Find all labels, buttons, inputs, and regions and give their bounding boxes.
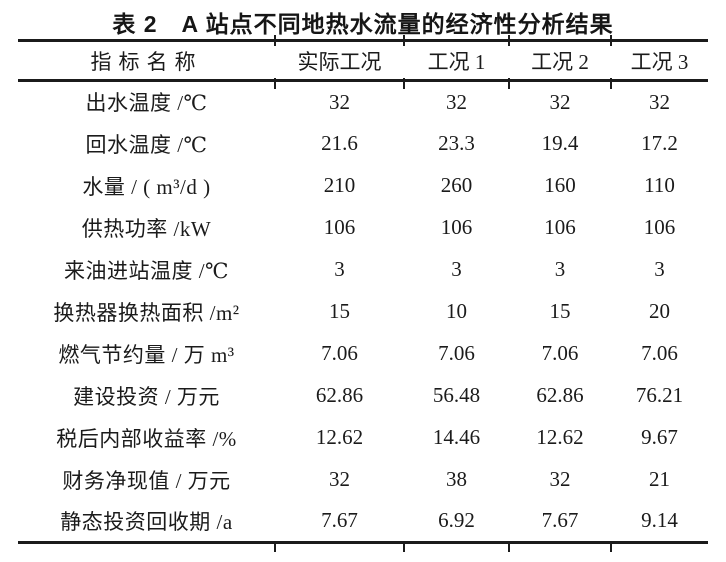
column-separator-tick — [274, 541, 276, 552]
cell: 21.6 — [321, 131, 358, 155]
row-label: 财务净现值 / 万元 — [62, 468, 231, 493]
row-label: 回水温度 /℃ — [85, 132, 208, 157]
economic-analysis-table: 指标名称 实际工况 工况 1 工况 2 工况 3 出水温度 /℃ 32 32 3… — [18, 39, 708, 544]
column-separator-tick — [403, 78, 405, 89]
cell: 14.46 — [432, 425, 481, 449]
cell: 106 — [643, 215, 676, 239]
cell: 32 — [649, 89, 670, 114]
table-row: 回水温度 /℃ 21.6 23.3 19.4 17.2 — [18, 123, 708, 165]
table-row: 换热器换热面积 /m² 15 10 15 20 — [18, 291, 708, 333]
column-separator-tick — [274, 35, 276, 46]
cell: 32 — [549, 467, 571, 491]
cell: 76.21 — [635, 383, 684, 407]
cell: 20 — [649, 299, 670, 323]
column-separator-tick — [610, 78, 612, 89]
col-header-indicator: 指标名称 — [90, 49, 203, 74]
cell: 3 — [334, 257, 345, 281]
cell: 7.67 — [541, 508, 579, 533]
cell: 106 — [544, 215, 576, 239]
cell: 12.62 — [536, 425, 584, 449]
col-header-condition-3: 工况 3 — [630, 49, 689, 74]
cell: 19.4 — [541, 131, 579, 155]
table-row: 燃气节约量 / 万 m³ 7.06 7.06 7.06 7.06 — [18, 333, 708, 375]
cell: 23.3 — [438, 131, 475, 155]
column-separator-tick — [508, 541, 510, 552]
row-label: 换热器换热面积 /m² — [53, 300, 240, 325]
column-separator-tick — [508, 78, 510, 89]
cell: 260 — [440, 173, 473, 197]
cell: 106 — [440, 215, 473, 239]
row-label: 出水温度 /℃ — [85, 91, 208, 116]
table-row: 静态投资回收期 /a 7.67 6.92 7.67 9.14 — [18, 501, 708, 543]
cell: 9.14 — [641, 508, 678, 533]
cell: 210 — [323, 173, 356, 197]
cell: 17.2 — [641, 131, 678, 155]
cell: 62.86 — [315, 383, 364, 407]
cell: 9.67 — [641, 425, 678, 449]
cell: 32 — [329, 467, 350, 491]
cell: 12.62 — [315, 425, 364, 449]
table-row: 税后内部收益率 /% 12.62 14.46 12.62 9.67 — [18, 417, 708, 459]
cell: 21 — [649, 467, 670, 491]
row-label: 建设投资 / 万元 — [73, 384, 220, 409]
cell: 7.06 — [438, 341, 475, 365]
table-row: 建设投资 / 万元 62.86 56.48 62.86 76.21 — [18, 375, 708, 417]
table-row: 财务净现值 / 万元 32 38 32 21 — [18, 459, 708, 501]
cell: 110 — [644, 173, 675, 197]
cell: 7.06 — [321, 341, 358, 365]
cell: 3 — [451, 257, 462, 281]
cell: 62.86 — [536, 383, 584, 407]
table-row: 供热功率 /kW 106 106 106 106 — [18, 207, 708, 249]
row-label: 税后内部收益率 /% — [56, 426, 237, 451]
cell: 15 — [549, 299, 571, 323]
row-label: 供热功率 /kW — [81, 216, 212, 241]
table-header: 指标名称 实际工况 工况 1 工况 2 工况 3 — [18, 41, 708, 81]
cell: 106 — [323, 215, 356, 239]
column-separator-tick — [403, 541, 405, 552]
cell: 32 — [329, 89, 350, 114]
column-separator-tick — [274, 78, 276, 89]
table-title: 表 2 A 站点不同地热水流量的经济性分析结果 — [112, 11, 614, 37]
row-label: 静态投资回收期 /a — [60, 509, 233, 534]
table-row: 来油进站温度 /℃ 3 3 3 3 — [18, 249, 708, 291]
row-label: 来油进站温度 /℃ — [63, 258, 230, 283]
cell: 10 — [446, 299, 467, 323]
cell: 7.06 — [541, 341, 579, 365]
column-separator-tick — [403, 35, 405, 46]
table-row: 出水温度 /℃ 32 32 32 32 — [18, 81, 708, 123]
cell: 3 — [554, 257, 566, 281]
cell: 6.92 — [438, 508, 475, 533]
column-separator-tick — [610, 35, 612, 46]
column-separator-tick — [508, 35, 510, 46]
table-row: 水量 / ( m³/d ) 210 260 160 110 — [18, 165, 708, 207]
cell: 32 — [446, 89, 467, 114]
cell: 32 — [549, 89, 571, 114]
col-header-actual-condition: 实际工况 — [297, 49, 382, 74]
col-header-condition-2: 工况 2 — [531, 49, 589, 74]
cell: 15 — [329, 299, 350, 323]
cell: 160 — [544, 173, 576, 197]
table-body: 出水温度 /℃ 32 32 32 32 回水温度 /℃ 21.6 23.3 19… — [18, 81, 708, 543]
cell: 38 — [446, 467, 467, 491]
cell: 7.67 — [321, 508, 358, 533]
cell: 3 — [654, 257, 665, 281]
header-row: 指标名称 实际工况 工况 1 工况 2 工况 3 — [18, 41, 708, 81]
row-label: 燃气节约量 / 万 m³ — [58, 342, 235, 367]
col-header-condition-1: 工况 1 — [427, 49, 486, 74]
cell: 56.48 — [432, 383, 481, 407]
column-separator-tick — [610, 541, 612, 552]
cell: 7.06 — [641, 341, 678, 365]
row-label: 水量 / ( m³/d ) — [82, 174, 211, 199]
